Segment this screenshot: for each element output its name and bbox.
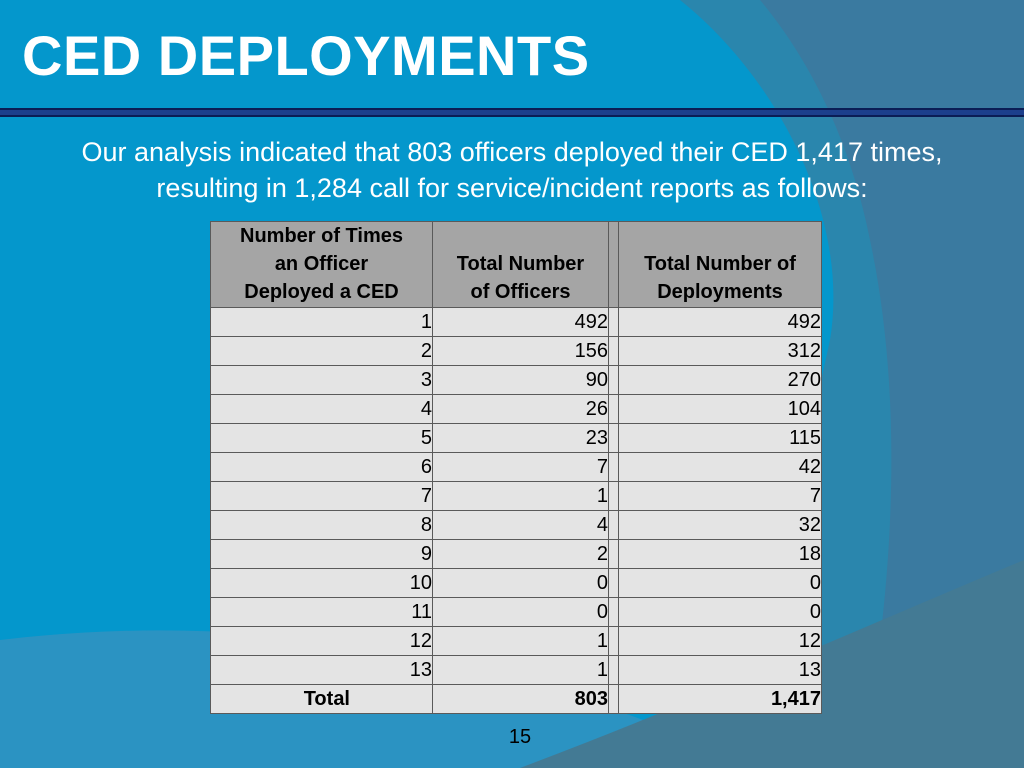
cell-deployments: 0 [618,597,822,627]
total-label: Total [210,684,433,714]
cell-spacer [608,423,619,453]
cell-times: 7 [210,481,433,511]
table-row: 2 156 312 [210,336,822,366]
cell-deployments: 104 [618,394,822,424]
cell-spacer [608,394,619,424]
cell-spacer [608,597,619,627]
cell-officers: 492 [432,307,609,337]
cell-deployments: 32 [618,510,822,540]
cell-officers: 90 [432,365,609,395]
table-row: 4 26 104 [210,394,822,424]
page-number: 15 [508,726,532,748]
table-total-row: Total 803 1,417 [210,684,822,714]
header-times-deployed: Number of Times an Officer Deployed a CE… [210,221,433,308]
cell-times: 2 [210,336,433,366]
cell-times: 10 [210,568,433,598]
table-row: 9 2 18 [210,539,822,569]
cell-officers: 7 [432,452,609,482]
cell-times: 13 [210,655,433,685]
cell-spacer [608,684,619,714]
table-row: 1 492 492 [210,307,822,337]
header-total-deployments: Total Number of Deployments [618,221,822,308]
cell-deployments: 7 [618,481,822,511]
cell-officers: 156 [432,336,609,366]
intro-line-1: Our analysis indicated that 803 officers… [81,137,943,167]
cell-times: 6 [210,452,433,482]
table-row: 3 90 270 [210,365,822,395]
cell-spacer [608,626,619,656]
total-deployments: 1,417 [618,684,822,714]
cell-times: 3 [210,365,433,395]
cell-spacer [608,452,619,482]
intro-text: Our analysis indicated that 803 officers… [0,134,1024,206]
table-row: 12 1 12 [210,626,822,656]
cell-spacer [608,568,619,598]
header-deploy-line-2: Deployments [657,281,783,303]
cell-times: 9 [210,539,433,569]
header-spacer [608,221,619,308]
cell-deployments: 270 [618,365,822,395]
table-row: 13 1 13 [210,655,822,685]
cell-officers: 1 [432,655,609,685]
intro-line-2: resulting in 1,284 call for service/inci… [156,173,868,203]
table-row: 8 4 32 [210,510,822,540]
cell-deployments: 18 [618,539,822,569]
title-divider [0,108,1024,117]
cell-times: 4 [210,394,433,424]
header-times-line-2: an Officer [274,253,369,275]
cell-spacer [608,307,619,337]
table-row: 7 1 7 [210,481,822,511]
cell-deployments: 13 [618,655,822,685]
table-row: 11 0 0 [210,597,822,627]
cell-spacer [608,655,619,685]
table-row: 5 23 115 [210,423,822,453]
cell-spacer [608,481,619,511]
cell-times: 8 [210,510,433,540]
deployment-table: Number of Times an Officer Deployed a CE… [210,221,822,714]
cell-deployments: 115 [618,423,822,453]
cell-spacer [608,336,619,366]
slide-title: CED DEPLOYMENTS [22,24,590,87]
cell-deployments: 0 [618,568,822,598]
table-row: 10 0 0 [210,568,822,598]
header-total-officers: Total Number of Officers [432,221,609,308]
cell-officers: 4 [432,510,609,540]
cell-times: 1 [210,307,433,337]
cell-officers: 0 [432,568,609,598]
cell-spacer [608,539,619,569]
table-header-row: Number of Times an Officer Deployed a CE… [210,221,822,308]
table-row: 6 7 42 [210,452,822,482]
header-officers-line-1: Total Number [456,253,585,275]
header-officers-line-2: of Officers [470,281,571,303]
header-deploy-line-1: Total Number of [644,253,796,275]
cell-officers: 0 [432,597,609,627]
cell-officers: 23 [432,423,609,453]
total-officers: 803 [432,684,609,714]
header-times-line-1: Number of Times [240,225,403,247]
cell-deployments: 12 [618,626,822,656]
cell-times: 11 [210,597,433,627]
cell-officers: 1 [432,626,609,656]
cell-spacer [608,510,619,540]
cell-spacer [608,365,619,395]
cell-officers: 2 [432,539,609,569]
cell-deployments: 492 [618,307,822,337]
cell-officers: 1 [432,481,609,511]
header-times-line-3: Deployed a CED [244,281,399,303]
cell-times: 5 [210,423,433,453]
cell-times: 12 [210,626,433,656]
cell-deployments: 42 [618,452,822,482]
cell-officers: 26 [432,394,609,424]
cell-deployments: 312 [618,336,822,366]
